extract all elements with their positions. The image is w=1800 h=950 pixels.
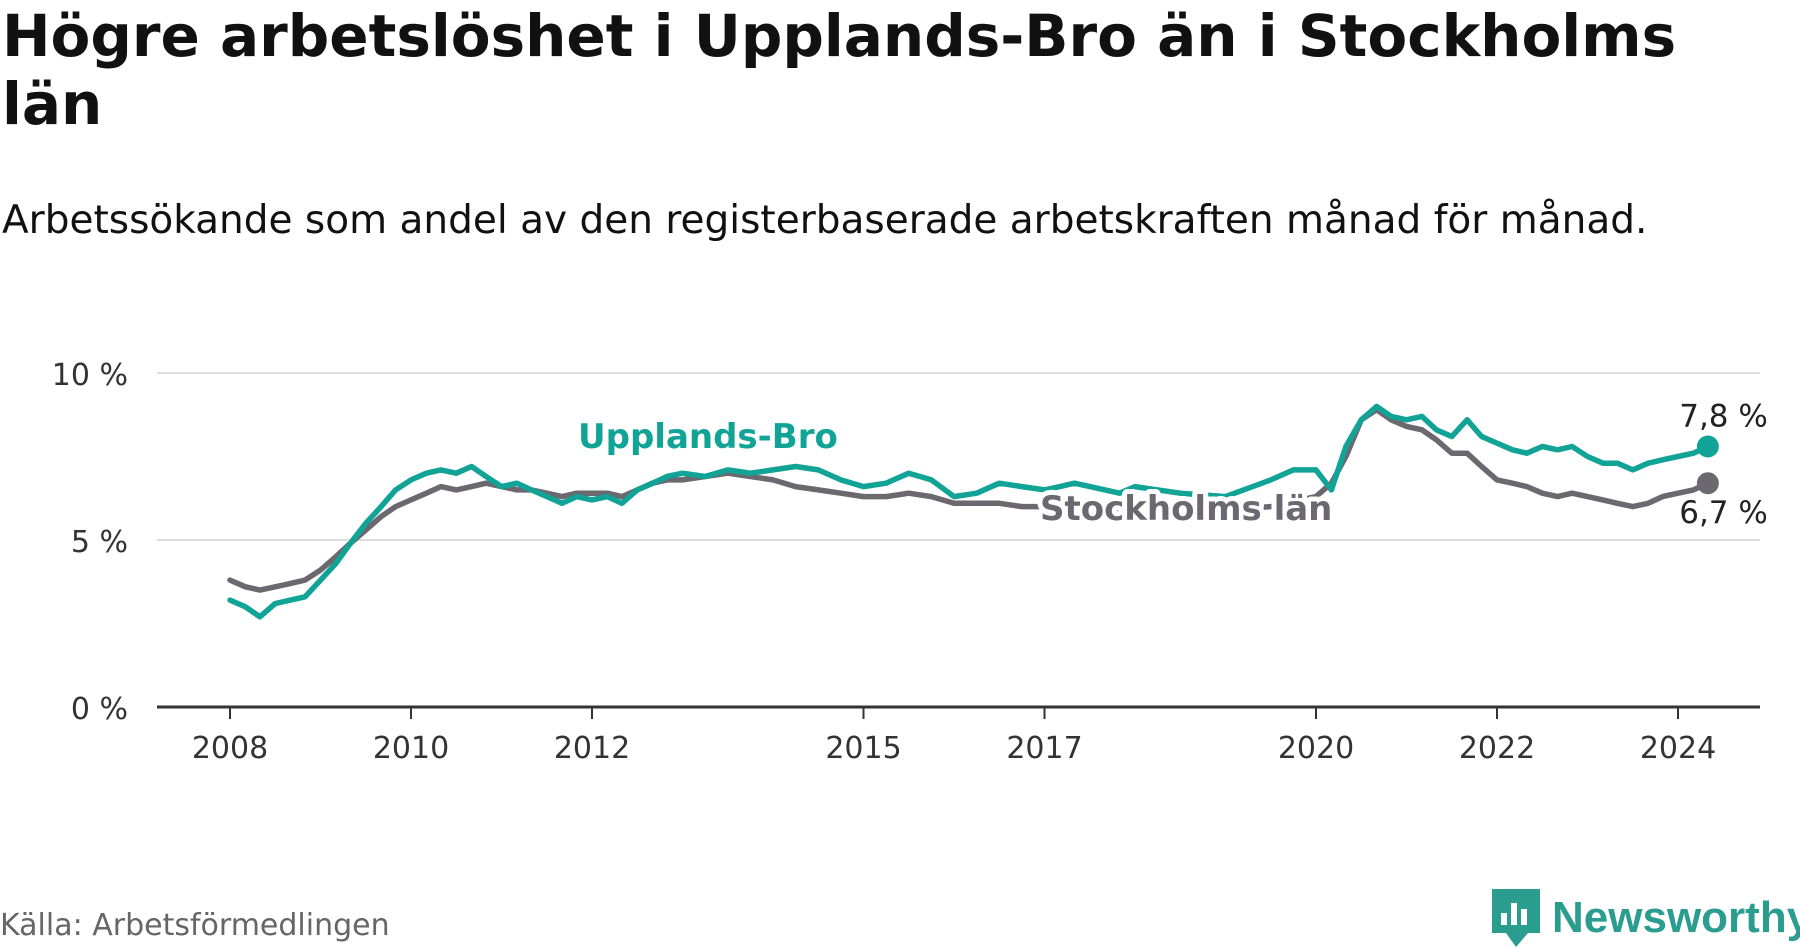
chart-title: Högre arbetslöshet i Upplands-Bro än i S…: [2, 2, 1677, 138]
upplands-bro-line: [227, 403, 1711, 620]
upplands-bro-end-dot: [1696, 435, 1719, 458]
upplands-bro-label: Upplands-Bro: [578, 417, 838, 457]
upplands-bro-end-label: 7,8 %: [1679, 398, 1768, 434]
x-tick-label: 2012: [554, 731, 630, 766]
y-axis: 0 % 5 % 10 %: [52, 358, 128, 727]
source-note: Källa: Arbetsförmedlingen: [0, 908, 390, 943]
x-tick-label: 2008: [192, 731, 268, 766]
newsworthy-logo: Newsworthy: [1492, 886, 1800, 950]
y-tick-label: 5 %: [71, 525, 128, 560]
stockholms-lan-end-label: 6,7 %: [1679, 495, 1768, 531]
stockholms-lan-end-dot: [1696, 472, 1719, 495]
logo-text: Newsworthy: [1552, 893, 1800, 942]
x-tick-label: 2015: [825, 731, 901, 766]
line-chart: 0 %5 %10 % 2008 2010 2012 2015 2017 2020 2022 2…: [52, 358, 1768, 766]
x-tick-label: 2024: [1640, 731, 1716, 766]
series-lines: [227, 403, 1719, 620]
y-tick-label: 0 %: [71, 692, 128, 727]
gridlines: [157, 372, 1760, 709]
stockholms-lan-label-halo: Stockholms län: [1040, 489, 1332, 529]
bar-chart-icon: [1492, 889, 1540, 947]
chart-subtitle: Arbetssökande som andel av den registerb…: [2, 198, 1648, 243]
x-tick-label: 2010: [373, 731, 449, 766]
x-axis: 2008 2010 2012 2015 2017 2020 2022 2024: [192, 707, 1716, 766]
x-tick-label: 2017: [1006, 731, 1082, 766]
x-tick-label: 2020: [1278, 731, 1354, 766]
stockholms-lan-line: [227, 406, 1711, 593]
upplands-bro-label-halo: Upplands-Bro: [578, 417, 838, 457]
x-tick-label: 2022: [1459, 731, 1535, 766]
y-tick-label: 10 %: [52, 358, 128, 393]
stockholms-lan-label: Stockholms län: [1040, 489, 1332, 529]
